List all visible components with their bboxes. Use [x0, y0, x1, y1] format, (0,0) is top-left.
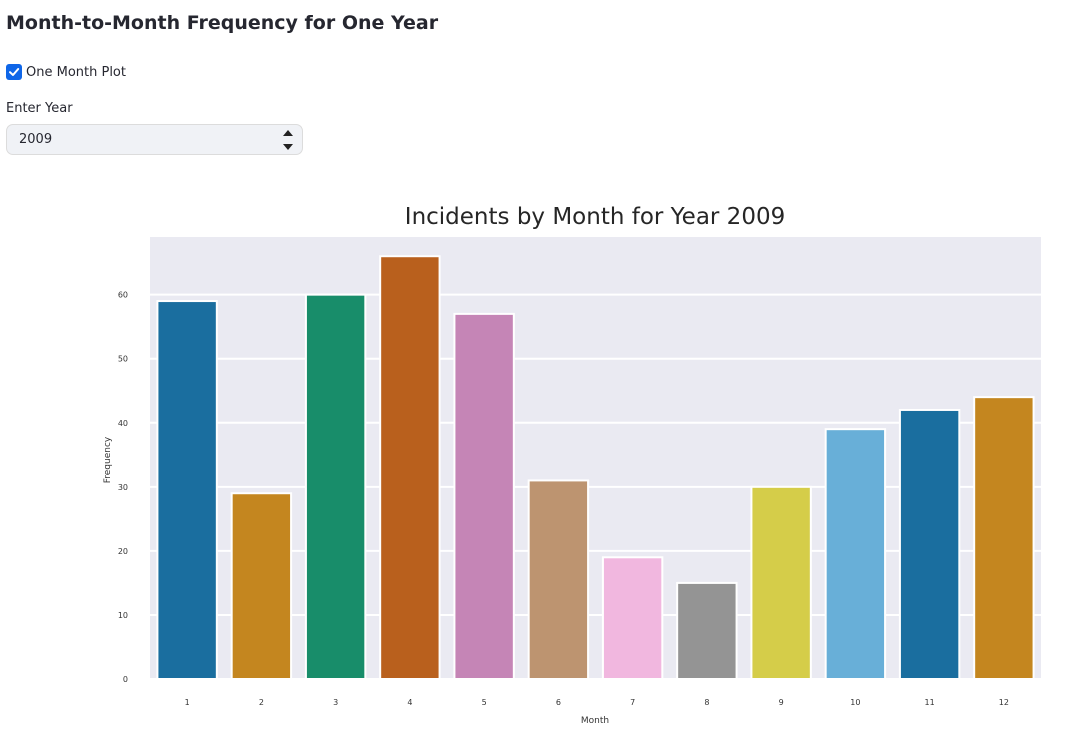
plot-background: [150, 237, 1041, 679]
one-month-plot-checkbox[interactable]: One Month Plot: [6, 64, 126, 80]
x-tick-label: 10: [850, 698, 860, 707]
x-tick-label: 5: [482, 698, 487, 707]
bar-month-2: [230, 492, 293, 680]
x-tick-label: 11: [925, 698, 935, 707]
chart-title: Incidents by Month for Year 2009: [405, 204, 785, 230]
bar-month-3: [304, 293, 367, 681]
x-tick-label: 3: [333, 698, 338, 707]
y-tick-label: 40: [118, 419, 128, 428]
bar-month-5: [453, 312, 515, 680]
y-tick-label: 50: [118, 355, 128, 364]
year-input-label: Enter Year: [6, 101, 73, 116]
bar-month-11: [898, 408, 961, 681]
x-tick-label: 2: [259, 698, 264, 707]
bar-month-12: [973, 396, 1035, 680]
bar-month-7: [601, 556, 664, 680]
x-axis-label: Month: [581, 716, 609, 726]
bars: [156, 255, 1035, 681]
x-tick-label: 6: [556, 698, 561, 707]
x-axis-ticks: 1 2 3 4 5 6 7 8 9 10 11 12: [185, 698, 1009, 707]
y-tick-label: 20: [118, 547, 128, 556]
bar-chart: Incidents by Month for Year 2009 0102030…: [103, 204, 1041, 726]
bar-month-8: [676, 581, 738, 681]
y-tick-label: 0: [123, 675, 128, 684]
x-tick-label: 4: [407, 698, 412, 707]
y-tick-label: 30: [118, 483, 128, 492]
bar-month-6: [527, 479, 590, 680]
x-tick-label: 12: [999, 698, 1009, 707]
year-input-value[interactable]: 2009: [19, 132, 53, 147]
page-title: Month-to-Month Frequency for One Year: [6, 12, 439, 34]
x-tick-label: 7: [630, 698, 635, 707]
year-stepper[interactable]: [276, 125, 302, 154]
checkbox-label: One Month Plot: [26, 64, 126, 80]
y-axis-label: Frequency: [103, 436, 113, 483]
bar-month-4: [379, 255, 441, 681]
y-tick-label: 60: [118, 291, 128, 300]
decrement-arrow-icon[interactable]: [283, 144, 293, 150]
checkbox-checked-icon[interactable]: [6, 64, 22, 80]
bar-month-1: [156, 300, 218, 680]
y-tick-label: 10: [118, 611, 128, 620]
gridlines: [150, 293, 1041, 680]
year-number-input[interactable]: 2009: [6, 124, 303, 155]
x-tick-label: 9: [779, 698, 784, 707]
increment-arrow-icon[interactable]: [283, 130, 293, 136]
x-tick-label: 1: [185, 698, 190, 707]
bar-month-10: [824, 428, 887, 680]
y-axis-ticks: 0 10 20 30 40 50 60: [118, 291, 128, 684]
bar-month-9: [750, 485, 812, 680]
x-tick-label: 8: [704, 698, 709, 707]
